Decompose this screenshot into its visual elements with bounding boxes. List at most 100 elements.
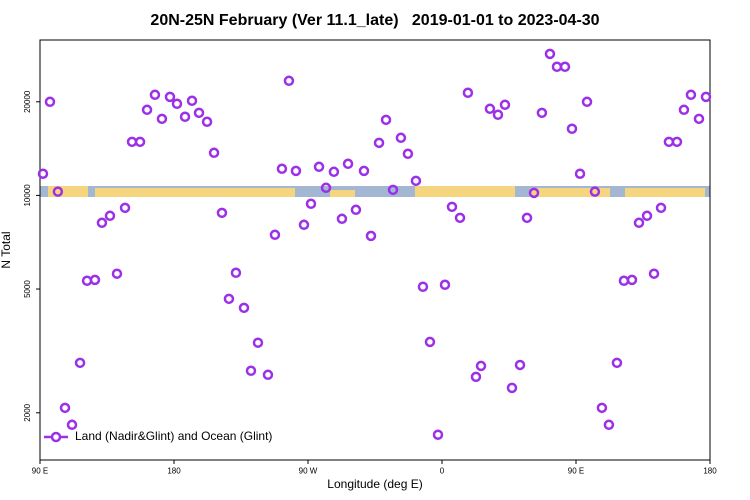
point (484, 103, 496, 115)
point (238, 302, 250, 314)
point (528, 187, 540, 199)
point (342, 158, 354, 170)
point (305, 198, 317, 210)
point (454, 212, 466, 224)
point (171, 98, 183, 110)
point (201, 116, 213, 128)
point (395, 132, 407, 144)
x-tick-label: 90 W (299, 467, 318, 476)
point (230, 267, 242, 279)
point (74, 357, 86, 369)
point (566, 123, 578, 135)
point (655, 202, 667, 214)
point (678, 104, 690, 116)
point (223, 293, 235, 305)
point (193, 107, 205, 119)
point (410, 175, 422, 187)
point (417, 281, 429, 292)
point (596, 402, 608, 414)
point (134, 136, 146, 148)
point (626, 274, 638, 286)
point (693, 113, 705, 125)
point (89, 274, 101, 286)
point (269, 229, 281, 241)
y-axis-label: N Total (0, 231, 13, 268)
point (216, 207, 228, 219)
x-tick-label: 180 (167, 467, 181, 476)
point (446, 201, 458, 213)
point (373, 137, 385, 149)
x-tick-label: 90 E (568, 467, 584, 476)
plot-frame (39, 39, 711, 461)
point (283, 75, 295, 87)
point (402, 148, 414, 160)
point (313, 161, 325, 173)
point (544, 48, 556, 60)
point (514, 359, 526, 371)
point (387, 184, 399, 196)
point (424, 336, 436, 348)
y-tick-label: 10000 (23, 184, 32, 207)
point (671, 136, 683, 148)
point (164, 91, 176, 103)
point (536, 107, 548, 119)
map-strip (40, 186, 710, 197)
point (262, 369, 274, 381)
point (208, 147, 220, 159)
x-axis-label: Longitude (deg E) (327, 477, 422, 491)
point (475, 360, 487, 372)
point (499, 99, 511, 111)
point (365, 230, 377, 242)
point (104, 210, 116, 222)
point (492, 109, 504, 120)
point (581, 96, 593, 108)
point (470, 371, 482, 383)
legend-marker (50, 431, 62, 443)
point (276, 163, 288, 175)
point (66, 419, 78, 431)
point (252, 337, 264, 348)
point (439, 279, 451, 291)
point (149, 89, 161, 101)
point (336, 213, 348, 225)
point (648, 268, 660, 279)
point (589, 186, 601, 197)
point (119, 202, 131, 214)
point (186, 95, 198, 107)
point (685, 89, 697, 101)
point (44, 96, 56, 108)
point (320, 182, 332, 194)
point (641, 210, 653, 222)
legend-label: Land (Nadir&Glint) and Ocean (Glint) (75, 429, 272, 443)
x-tick-label: 0 (440, 467, 445, 476)
point (462, 87, 474, 99)
chart-title: 20N-25N February (Ver 11.1_late) 2019-01… (150, 12, 599, 29)
x-tick-label: 180 (703, 467, 717, 476)
point (380, 114, 392, 126)
point (328, 166, 340, 178)
point (559, 61, 571, 73)
y-tick-label: 5000 (23, 280, 32, 298)
point (603, 419, 615, 431)
point (245, 365, 257, 377)
point (59, 402, 71, 414)
point (358, 165, 370, 177)
point (574, 168, 586, 179)
y-tick-label: 2000 (23, 403, 32, 421)
x-tick-label: 90 E (32, 467, 48, 476)
point (633, 217, 645, 229)
point (700, 91, 712, 103)
point (350, 204, 362, 216)
point (506, 382, 518, 394)
point (96, 217, 108, 229)
y-tick-label: 20000 (23, 90, 32, 113)
point (298, 219, 310, 231)
point (432, 429, 444, 440)
point (156, 113, 168, 125)
point (52, 186, 64, 197)
point (611, 357, 623, 369)
point (141, 104, 153, 116)
point (521, 212, 533, 224)
